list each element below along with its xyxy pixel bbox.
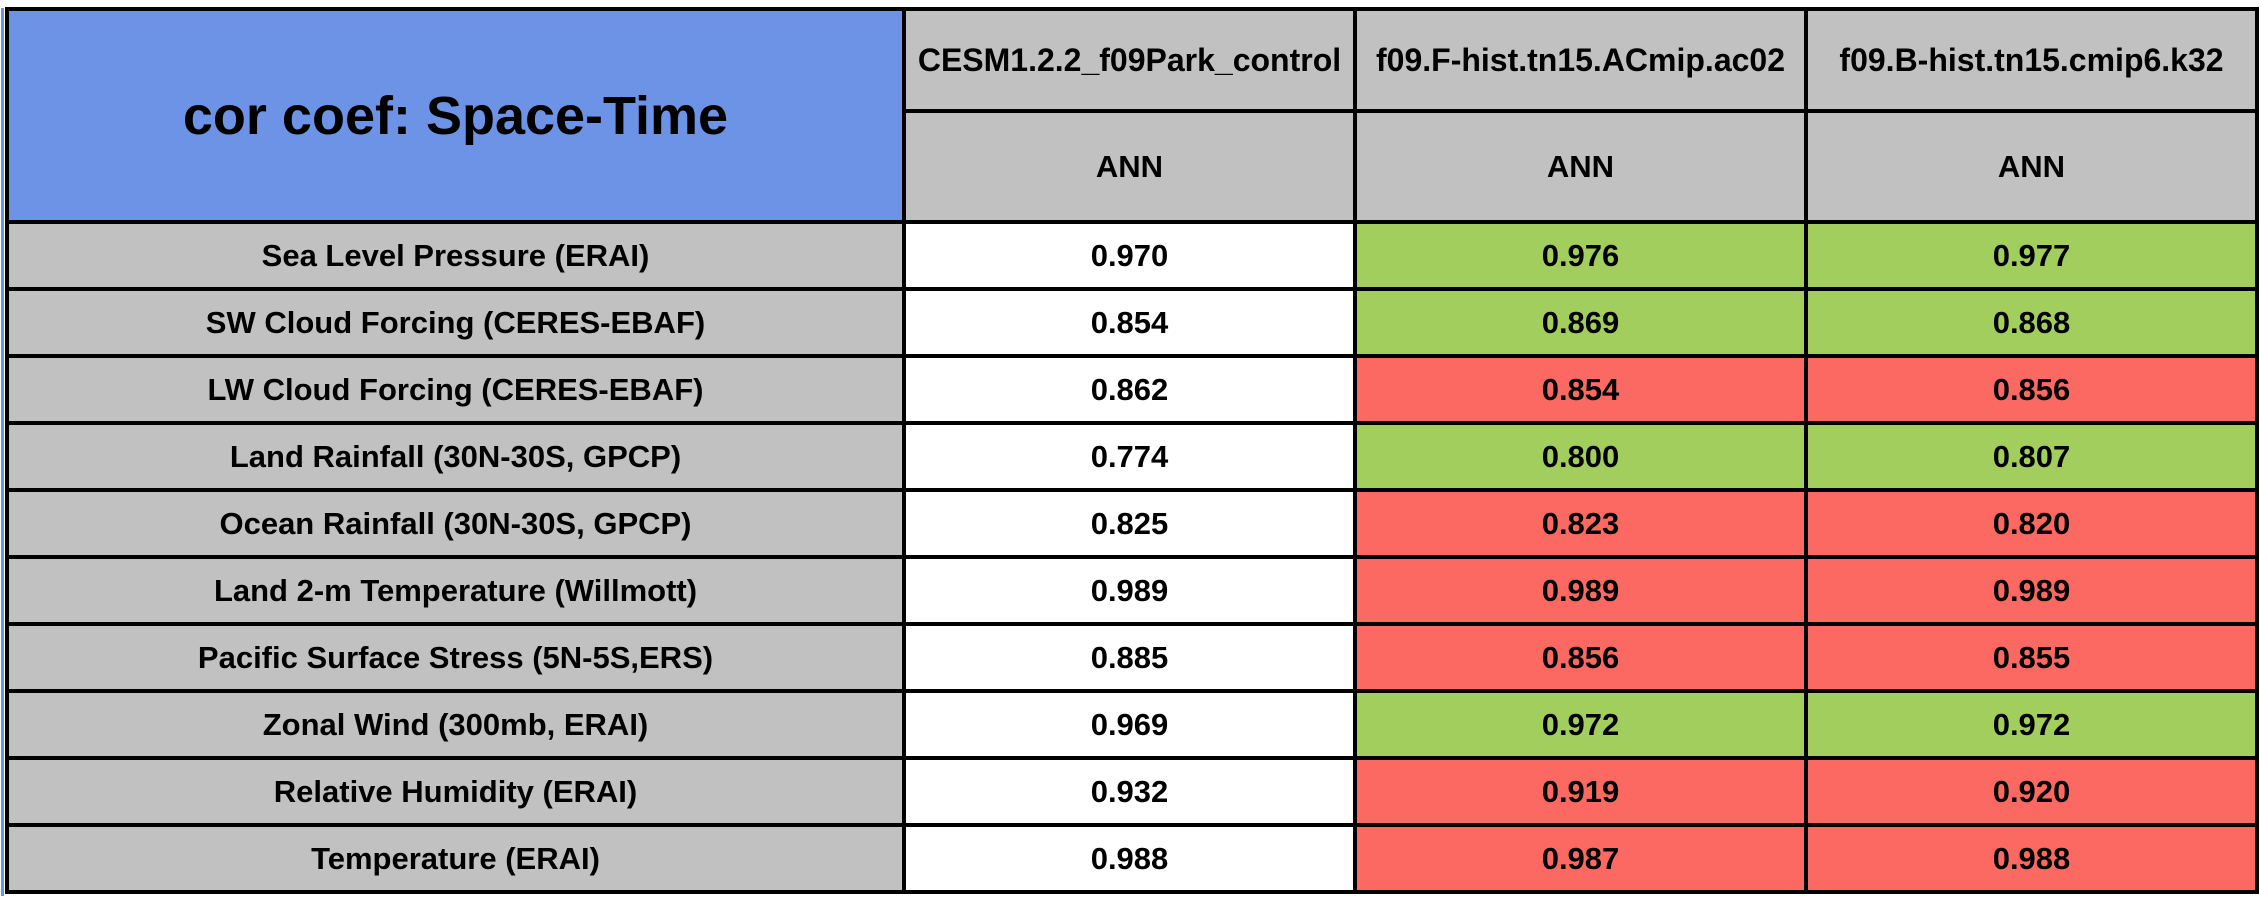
frame-edge-line xyxy=(1,8,4,896)
value-cell: 0.820 xyxy=(1804,488,2259,559)
row-label: Temperature (ERAI) xyxy=(5,823,906,894)
row-label: LW Cloud Forcing (CERES-EBAF) xyxy=(5,354,906,425)
table-row: SW Cloud Forcing (CERES-EBAF) 0.854 0.86… xyxy=(5,287,2259,358)
table-row: Zonal Wind (300mb, ERAI) 0.969 0.972 0.9… xyxy=(5,689,2259,760)
value-cell: 0.976 xyxy=(1353,220,1808,291)
column-header-model-3: f09.B-hist.tn15.cmip6.k32 xyxy=(1804,7,2259,113)
value-cell: 0.825 xyxy=(902,488,1357,559)
row-label: Relative Humidity (ERAI) xyxy=(5,756,906,827)
value-cell: 0.823 xyxy=(1353,488,1808,559)
value-cell: 0.869 xyxy=(1353,287,1808,358)
value-cell: 0.920 xyxy=(1804,756,2259,827)
value-cell: 0.989 xyxy=(1353,555,1808,626)
column-header-model-1: CESM1.2.2_f09Park_control xyxy=(902,7,1357,113)
table-row: Land 2-m Temperature (Willmott) 0.989 0.… xyxy=(5,555,2259,626)
value-cell: 0.862 xyxy=(902,354,1357,425)
value-cell: 0.988 xyxy=(902,823,1357,894)
value-cell: 0.977 xyxy=(1804,220,2259,291)
value-cell: 0.987 xyxy=(1353,823,1808,894)
row-label: Pacific Surface Stress (5N-5S,ERS) xyxy=(5,622,906,693)
column-header-model-3-label: f09.B-hist.tn15.cmip6.k32 xyxy=(1839,41,2224,78)
value-cell: 0.854 xyxy=(902,287,1357,358)
row-label: Zonal Wind (300mb, ERAI) xyxy=(5,689,906,760)
table-row: Temperature (ERAI) 0.988 0.987 0.988 xyxy=(5,823,2259,894)
value-cell: 0.774 xyxy=(902,421,1357,492)
column-header-season-1: ANN xyxy=(902,109,1357,224)
value-cell: 0.807 xyxy=(1804,421,2259,492)
table-row: Relative Humidity (ERAI) 0.932 0.919 0.9… xyxy=(5,756,2259,827)
value-cell: 0.970 xyxy=(902,220,1357,291)
table-row: Land Rainfall (30N-30S, GPCP) 0.774 0.80… xyxy=(5,421,2259,492)
table-row: Pacific Surface Stress (5N-5S,ERS) 0.885… xyxy=(5,622,2259,693)
value-cell: 0.856 xyxy=(1353,622,1808,693)
value-cell: 0.800 xyxy=(1353,421,1808,492)
column-header-model-1-label: CESM1.2.2_f09Park_control xyxy=(917,41,1342,78)
table-body: Sea Level Pressure (ERAI) 0.970 0.976 0.… xyxy=(5,220,2259,894)
row-label: Sea Level Pressure (ERAI) xyxy=(5,220,906,291)
value-cell: 0.856 xyxy=(1804,354,2259,425)
value-cell: 0.969 xyxy=(902,689,1357,760)
column-header-model-2: f09.F-hist.tn15.ACmip.ac02 xyxy=(1353,7,1808,113)
value-cell: 0.972 xyxy=(1804,689,2259,760)
table-row: LW Cloud Forcing (CERES-EBAF) 0.862 0.85… xyxy=(5,354,2259,425)
value-cell: 0.855 xyxy=(1804,622,2259,693)
row-label: Ocean Rainfall (30N-30S, GPCP) xyxy=(5,488,906,559)
table-row: Sea Level Pressure (ERAI) 0.970 0.976 0.… xyxy=(5,220,2259,291)
value-cell: 0.989 xyxy=(1804,555,2259,626)
value-cell: 0.919 xyxy=(1353,756,1808,827)
table-row: Ocean Rainfall (30N-30S, GPCP) 0.825 0.8… xyxy=(5,488,2259,559)
column-header-model-2-label: f09.F-hist.tn15.ACmip.ac02 xyxy=(1376,41,1785,78)
column-header-season-2: ANN xyxy=(1353,109,1808,224)
table-title: cor coef: Space-Time xyxy=(5,7,906,224)
row-label: SW Cloud Forcing (CERES-EBAF) xyxy=(5,287,906,358)
value-cell: 0.854 xyxy=(1353,354,1808,425)
value-cell: 0.989 xyxy=(902,555,1357,626)
column-header-season-3: ANN xyxy=(1804,109,2259,224)
value-cell: 0.972 xyxy=(1353,689,1808,760)
row-label: Land Rainfall (30N-30S, GPCP) xyxy=(5,421,906,492)
row-label: Land 2-m Temperature (Willmott) xyxy=(5,555,906,626)
cor-coef-table: cor coef: Space-Time CESM1.2.2_f09Park_c… xyxy=(5,7,2259,894)
value-cell: 0.868 xyxy=(1804,287,2259,358)
value-cell: 0.885 xyxy=(902,622,1357,693)
value-cell: 0.932 xyxy=(902,756,1357,827)
value-cell: 0.988 xyxy=(1804,823,2259,894)
